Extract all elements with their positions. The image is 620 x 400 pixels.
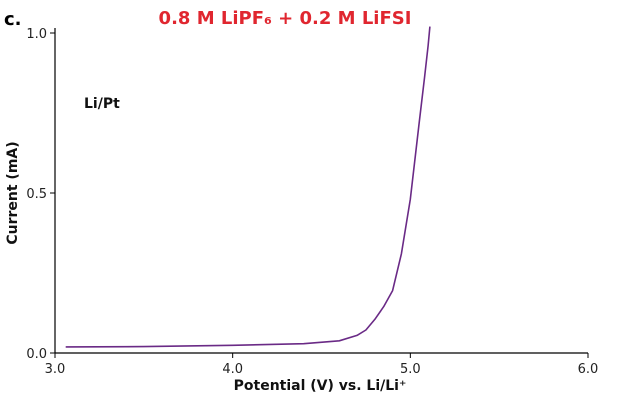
y-tick-label: 0.5	[26, 187, 47, 202]
y-tick-label: 1.0	[26, 27, 47, 42]
y-tick-label: 0.0	[26, 347, 47, 362]
series-line	[65, 26, 431, 348]
panel-label: c.	[4, 9, 22, 30]
y-axis-label: Current (mA)	[5, 141, 21, 244]
x-tick-label: 5.0	[400, 362, 421, 377]
chart-title: 0.8 M LiPF₆ + 0.2 M LiFSI	[159, 8, 412, 29]
axes	[54, 28, 588, 354]
x-tick-label: 3.0	[45, 362, 66, 377]
ticks: 3.0 4.0 5.0 6.0 0.0 0.5 1.0	[26, 27, 598, 377]
x-tick-label: 4.0	[222, 362, 243, 377]
x-tick-label: 6.0	[578, 362, 599, 377]
annotation-li-pt: Li/Pt	[84, 96, 120, 112]
plot-area	[65, 26, 431, 348]
x-axis-label: Potential (V) vs. Li/Li⁺	[234, 378, 407, 394]
